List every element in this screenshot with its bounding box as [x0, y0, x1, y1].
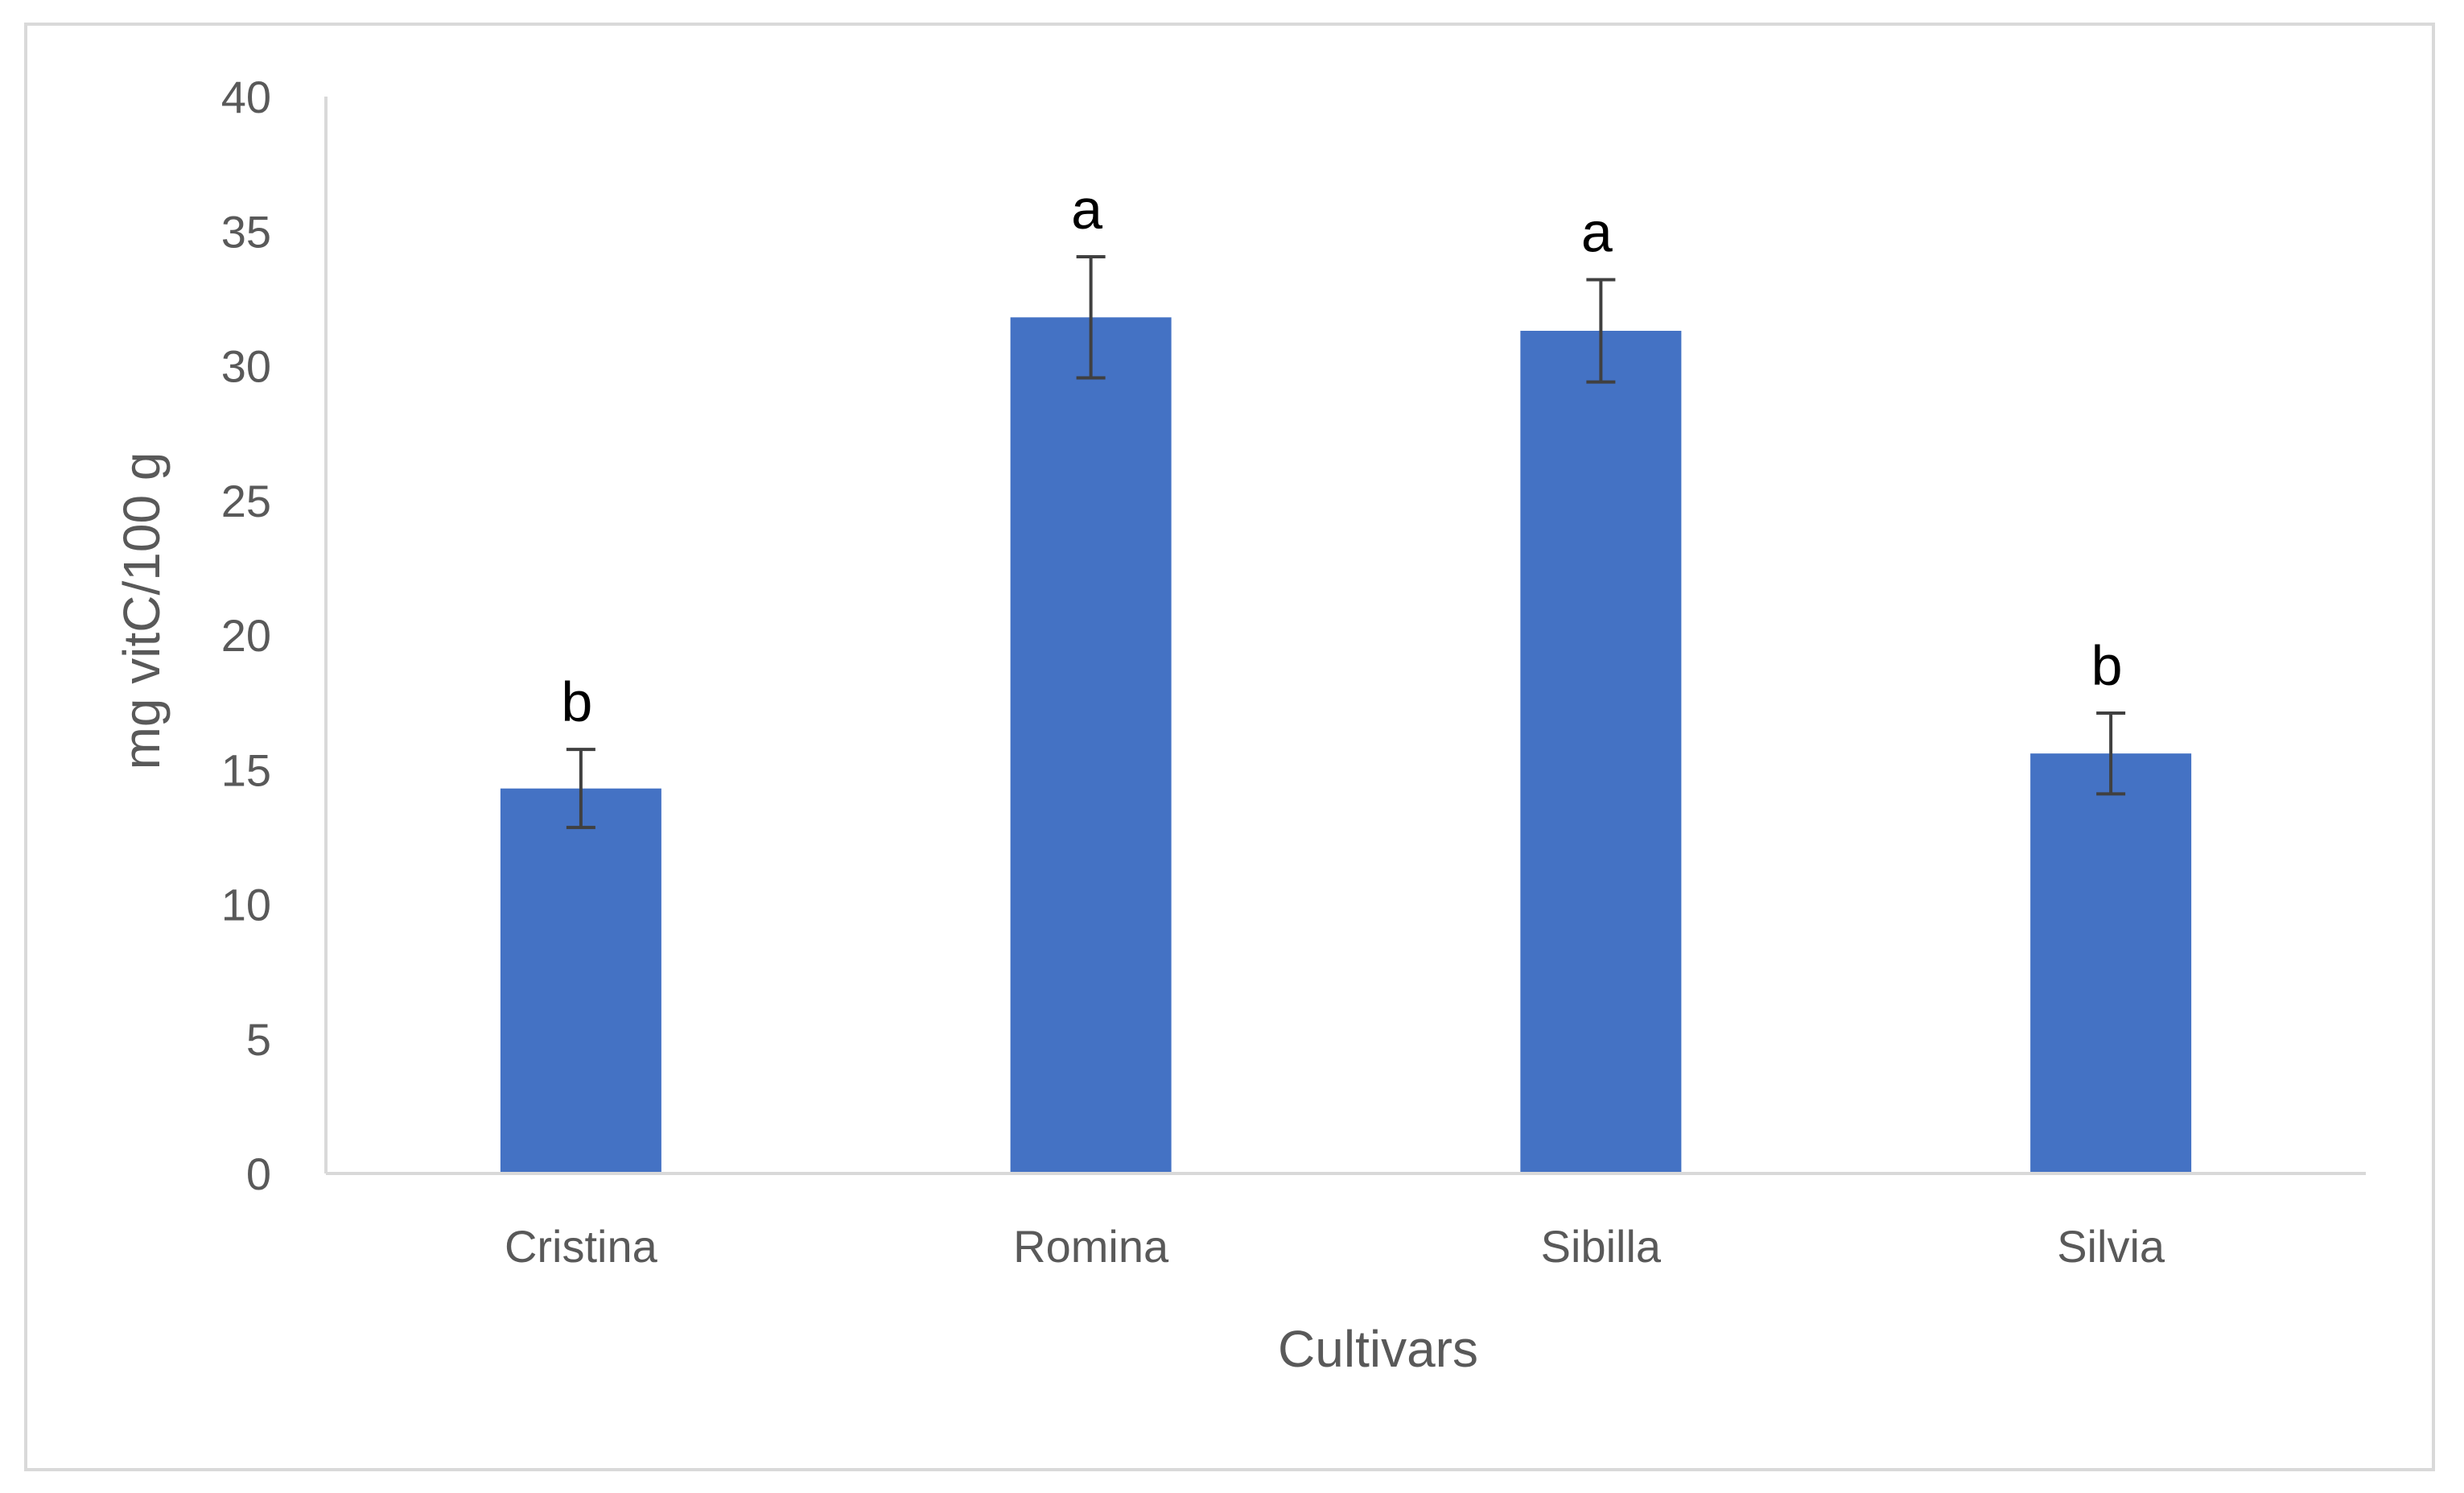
y-tick-label: 10	[221, 880, 271, 930]
y-tick-label: 0	[246, 1149, 271, 1199]
error-bars	[566, 255, 2126, 830]
significance-labels: b a a b	[561, 178, 2122, 733]
significance-letter: b	[561, 670, 592, 733]
bars	[500, 317, 2192, 1173]
significance-letter: a	[1071, 178, 1102, 241]
error-bar	[1586, 278, 1616, 384]
y-axis-ticks: 0 5 10 15 20 25 30 35 40	[221, 72, 271, 1199]
x-axis-title: Cultivars	[1278, 1320, 1478, 1378]
x-tick-label: Silvia	[2057, 1221, 2165, 1272]
y-tick-label: 5	[246, 1014, 271, 1065]
error-bar	[2096, 711, 2126, 796]
y-tick-label: 25	[221, 476, 271, 526]
bar	[500, 788, 661, 1173]
y-tick-label: 15	[221, 744, 271, 795]
y-tick-label: 20	[221, 610, 271, 661]
chart-frame	[24, 23, 2435, 1471]
significance-letter: a	[1581, 200, 1613, 263]
y-tick-label: 40	[221, 72, 271, 122]
error-bar	[566, 748, 595, 830]
bar	[1520, 331, 1682, 1173]
significance-letter: b	[2091, 634, 2123, 697]
y-tick-label: 30	[221, 341, 271, 392]
x-axis-ticks: Cristina Romina Sibilla Silvia	[505, 1221, 2165, 1272]
error-bar	[1076, 255, 1106, 380]
x-tick-label: Sibilla	[1541, 1221, 1662, 1272]
y-tick-label: 35	[221, 206, 271, 257]
bar	[1010, 317, 1172, 1173]
x-tick-label: Romina	[1013, 1221, 1169, 1272]
y-axis-title: mg vitC/100 g	[113, 452, 171, 770]
x-tick-label: Cristina	[505, 1221, 658, 1272]
bar	[2030, 753, 2192, 1173]
